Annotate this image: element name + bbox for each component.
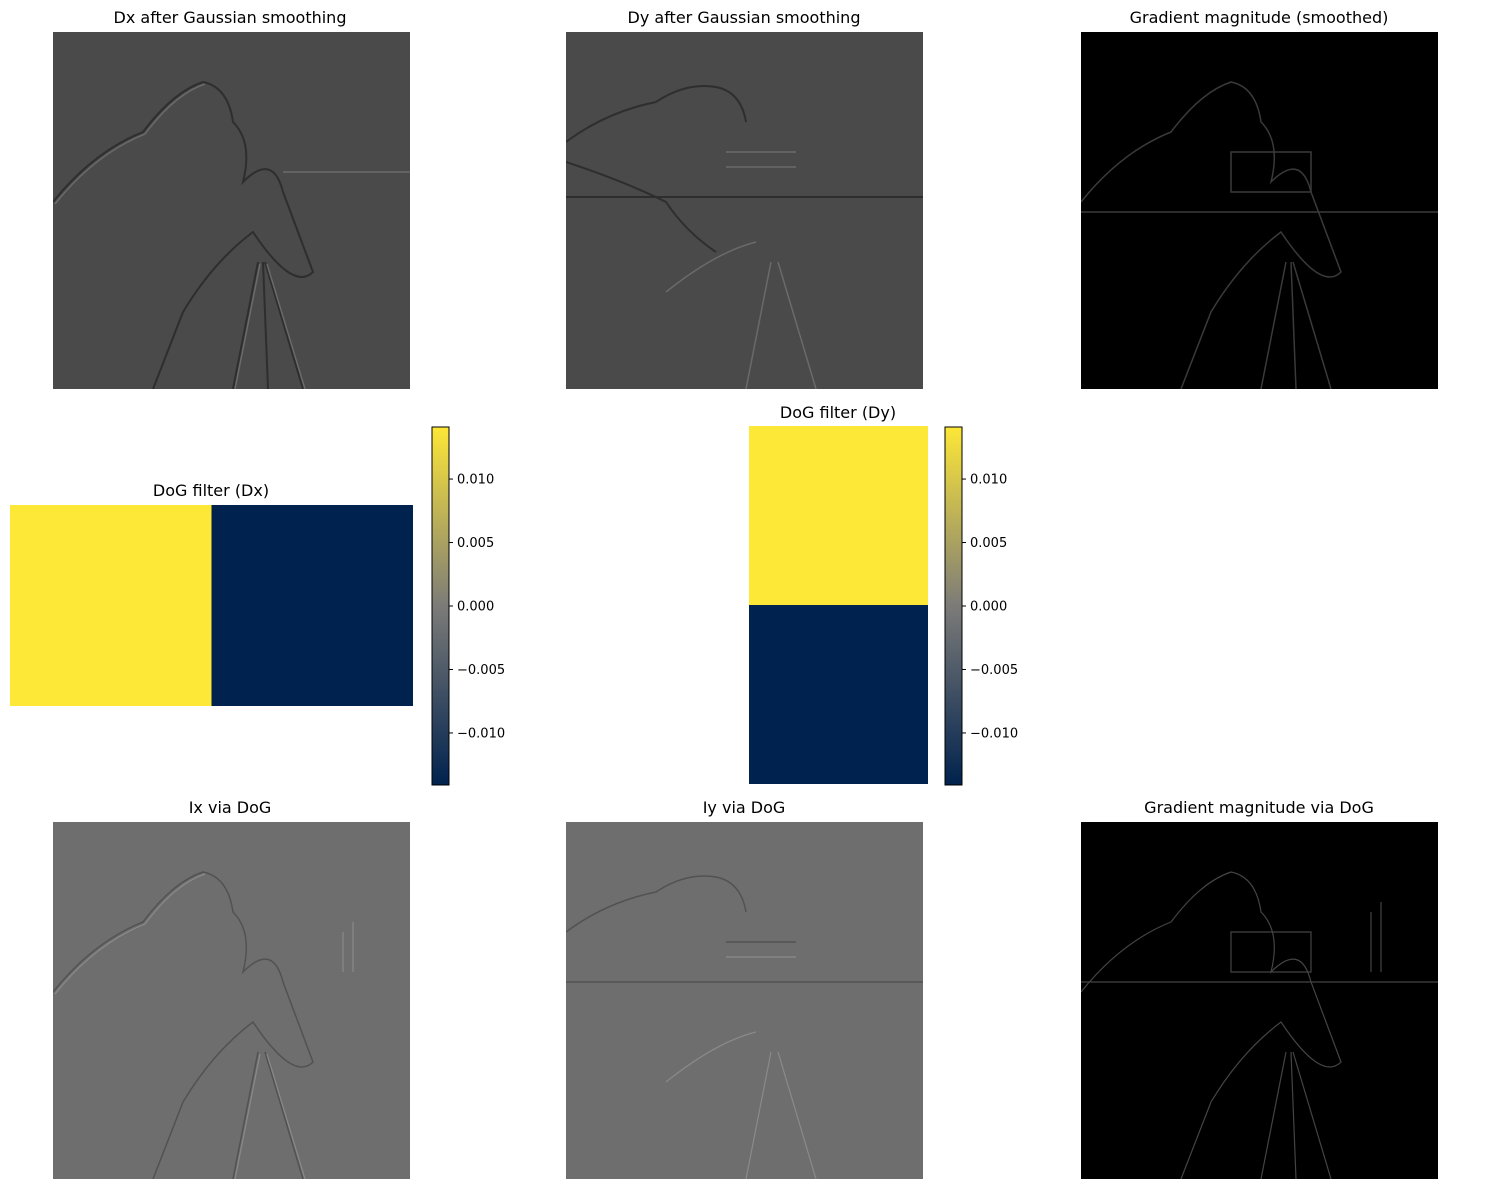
image-iy-dog bbox=[566, 822, 923, 1179]
colorbar-dog-dy: 0.010 0.005 0.000 −0.005 −0.010 bbox=[944, 426, 1034, 786]
heatmap-dog-dx bbox=[10, 505, 413, 706]
colorbar-dog-dx: 0.010 0.005 0.000 −0.005 −0.010 bbox=[431, 426, 521, 786]
heatmap-dog-dy bbox=[749, 426, 928, 784]
colorbar-tick-label: 0.010 bbox=[970, 473, 1007, 488]
image-dx-smoothed bbox=[53, 32, 410, 389]
panel-title-grad-mag-smoothed: Gradient magnitude (smoothed) bbox=[1129, 8, 1389, 27]
panel-title-dx-smoothed: Dx after Gaussian smoothing bbox=[113, 8, 347, 27]
colorbar-tick-label: −0.010 bbox=[457, 726, 505, 741]
colorbar-tick-label: −0.010 bbox=[970, 726, 1018, 741]
camera-silhouette-dy bbox=[566, 85, 923, 389]
colorbar-gradient bbox=[431, 426, 450, 786]
colorbar-tick-label: 0.005 bbox=[457, 536, 494, 551]
panel-title-ix-dog: Ix via DoG bbox=[188, 798, 272, 817]
camera-silhouette-ix bbox=[53, 871, 354, 1179]
camera-silhouette-mag-dog bbox=[1081, 871, 1438, 1179]
image-ix-dog bbox=[53, 822, 410, 1179]
camera-silhouette-mag bbox=[1081, 81, 1438, 389]
panel-title-dog-dx: DoG filter (Dx) bbox=[152, 481, 270, 500]
colorbar-tick-label: −0.005 bbox=[970, 663, 1018, 678]
colorbar-gradient bbox=[944, 426, 963, 786]
image-grad-mag-dog bbox=[1081, 822, 1438, 1179]
colorbar-dx-svg: 0.010 0.005 0.000 −0.005 −0.010 bbox=[431, 426, 505, 786]
colorbar-tick-label: 0.010 bbox=[457, 473, 494, 488]
image-dy-smoothed bbox=[566, 32, 923, 389]
heatmap-cell bbox=[749, 426, 928, 605]
heatmap-cell bbox=[749, 605, 928, 784]
camera-silhouette-dx bbox=[53, 80, 410, 389]
colorbar-tick-label: 0.000 bbox=[970, 600, 1007, 615]
colorbar-tick-label: 0.000 bbox=[457, 600, 494, 615]
panel-title-dy-smoothed: Dy after Gaussian smoothing bbox=[627, 8, 861, 27]
camera-silhouette-iy bbox=[566, 875, 923, 1179]
colorbar-tick-label: −0.005 bbox=[457, 663, 505, 678]
image-grad-mag-smoothed bbox=[1081, 32, 1438, 389]
dog-dy-cells bbox=[749, 426, 928, 784]
dog-dx-cells bbox=[10, 505, 413, 706]
panel-title-dog-dy: DoG filter (Dy) bbox=[779, 403, 897, 422]
heatmap-cell bbox=[10, 505, 212, 706]
panel-title-iy-dog: Iy via DoG bbox=[702, 798, 786, 817]
panel-title-grad-mag-dog: Gradient magnitude via DoG bbox=[1144, 798, 1374, 817]
colorbar-dy-svg: 0.010 0.005 0.000 −0.005 −0.010 bbox=[944, 426, 1018, 786]
colorbar-tick-label: 0.005 bbox=[970, 536, 1007, 551]
heatmap-cell bbox=[211, 505, 413, 706]
